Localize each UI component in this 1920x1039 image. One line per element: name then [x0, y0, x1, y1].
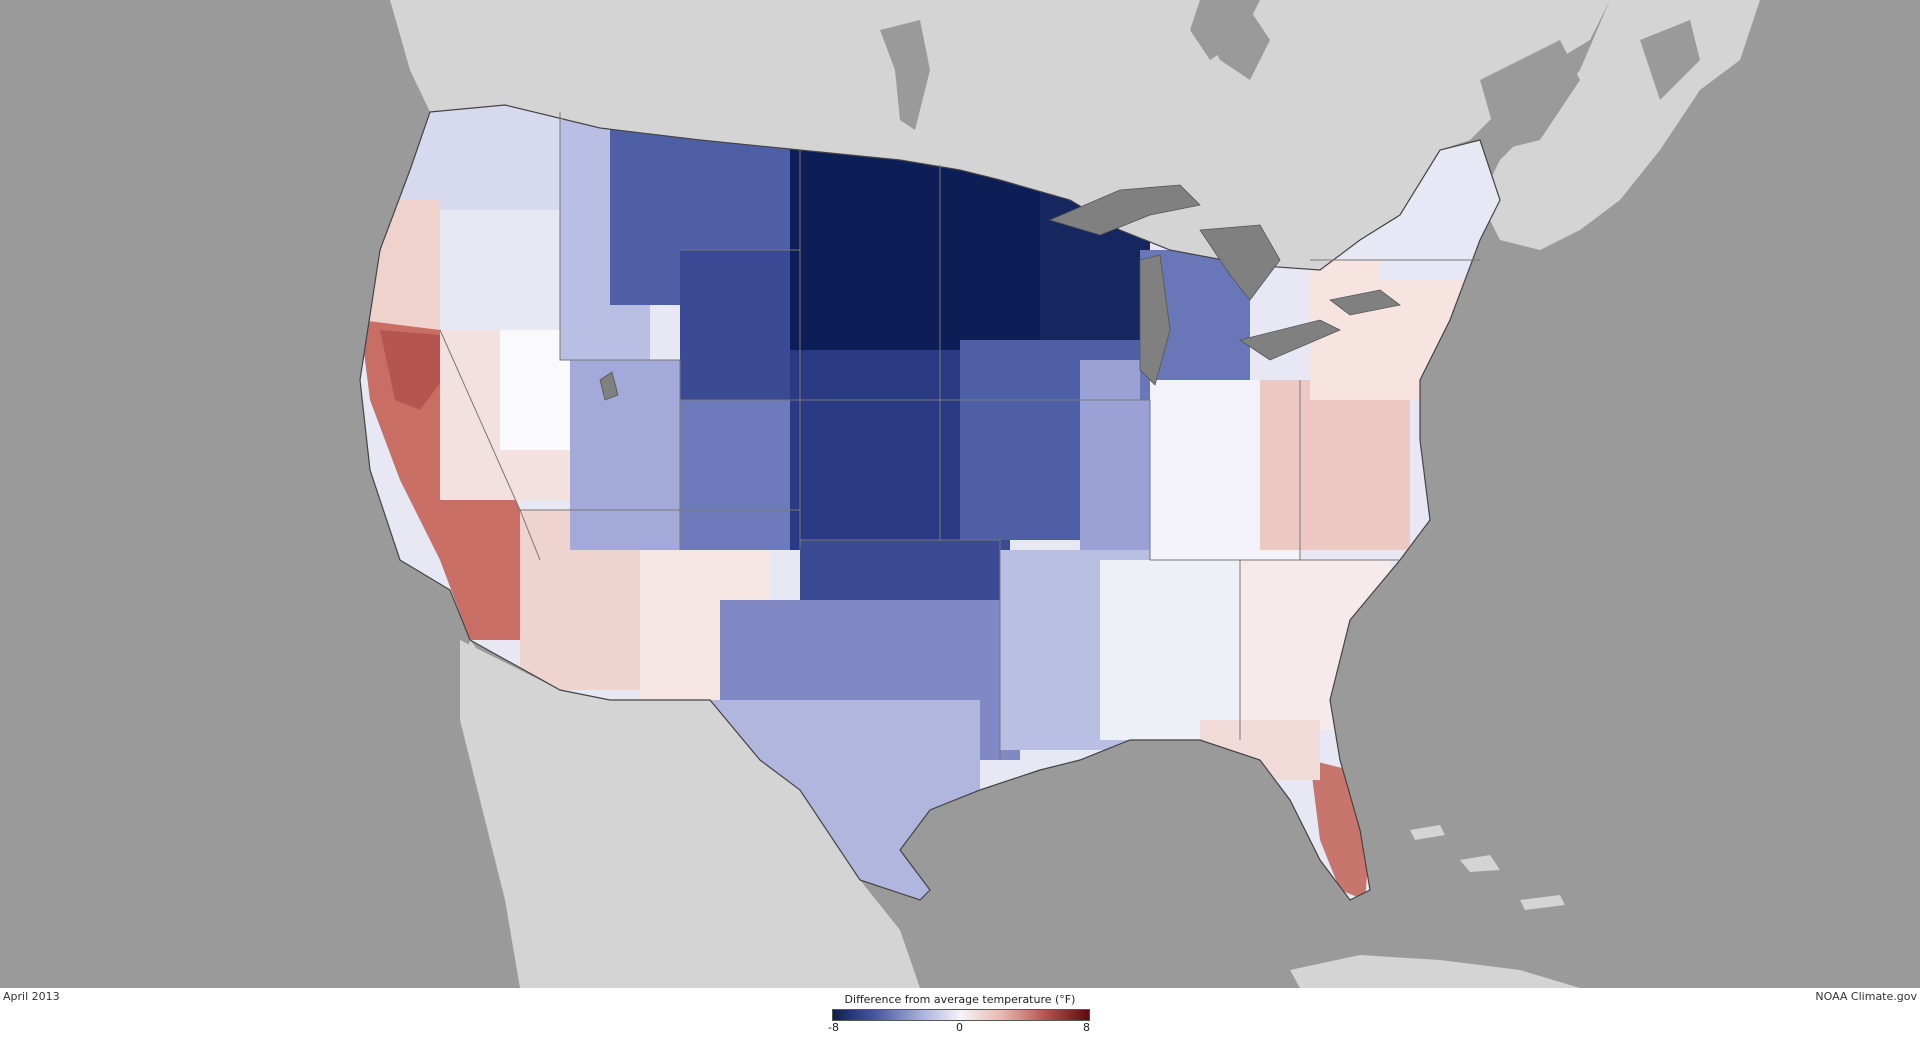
legend-title: Difference from average temperature (°F)	[844, 993, 1076, 1006]
mexico-land	[460, 640, 920, 988]
us-outline	[359, 104, 1501, 901]
baja-land	[462, 640, 560, 910]
temperature-anomaly-map	[359, 0, 1760, 988]
date-label: April 2013	[3, 990, 60, 1003]
caribbean-islands	[1410, 825, 1565, 910]
legend-color-bar	[832, 1009, 1090, 1021]
map-svg	[359, 0, 1760, 988]
legend-max-label: 8	[1083, 1021, 1090, 1034]
great-lakes	[599, 184, 1401, 401]
state-boundaries	[439, 112, 1480, 760]
cuba-land	[1290, 955, 1580, 988]
legend-mid-label: 0	[956, 1021, 963, 1034]
legend-min-label: -8	[828, 1021, 839, 1034]
credit-label: NOAA Climate.gov	[1815, 990, 1917, 1003]
canada-land	[390, 0, 1610, 270]
canadian-lakes	[880, 10, 1700, 150]
map-footer: April 2013 Difference from average tempe…	[0, 988, 1920, 1039]
